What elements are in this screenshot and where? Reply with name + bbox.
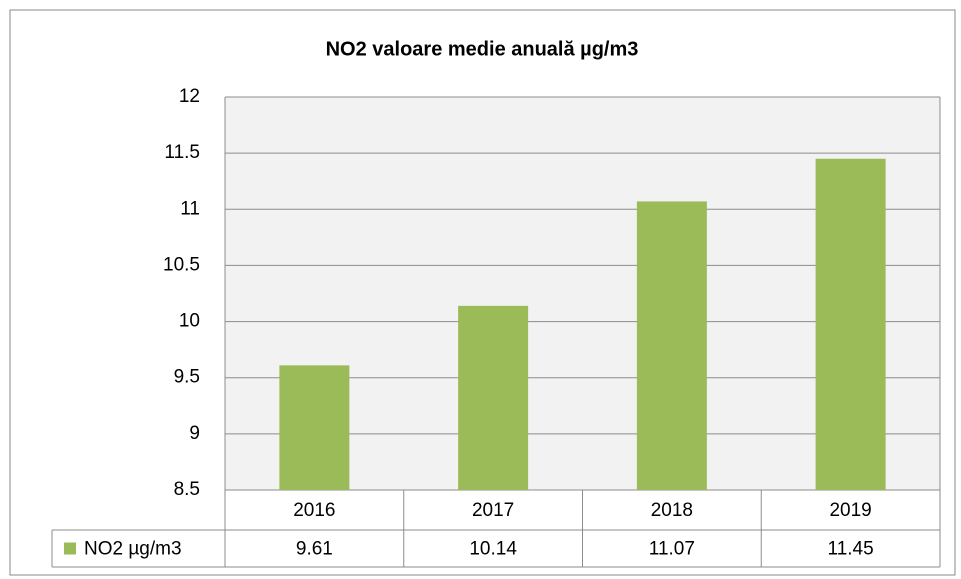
table-value: 10.14: [469, 539, 517, 560]
y-tick-label: 9.5: [174, 367, 200, 388]
y-tick-label: 11: [180, 198, 200, 219]
y-tick-label: 8.5: [174, 479, 200, 500]
x-tick-label: 2018: [651, 500, 693, 521]
legend-label: NO2 µg/m3: [84, 539, 182, 560]
y-tick-label: 10.5: [163, 254, 200, 275]
bar: [279, 365, 350, 490]
table-value: 9.61: [296, 539, 333, 560]
y-tick-label: 12: [179, 86, 200, 107]
y-tick-label: 10: [179, 311, 200, 332]
table-value: 11.07: [649, 539, 695, 560]
bar: [815, 158, 886, 490]
bar: [636, 201, 707, 490]
legend-swatch: [64, 542, 76, 555]
x-tick-label: 2019: [829, 500, 871, 521]
y-tick-label: 11.5: [164, 142, 200, 163]
x-tick-label: 2016: [293, 500, 335, 521]
x-tick-label: 2017: [472, 500, 514, 521]
table-value: 11.45: [828, 539, 874, 560]
y-tick-label: 9: [189, 423, 200, 444]
chart-title: NO2 valoare medie anuală µg/m3: [326, 38, 639, 60]
bar: [458, 305, 529, 490]
